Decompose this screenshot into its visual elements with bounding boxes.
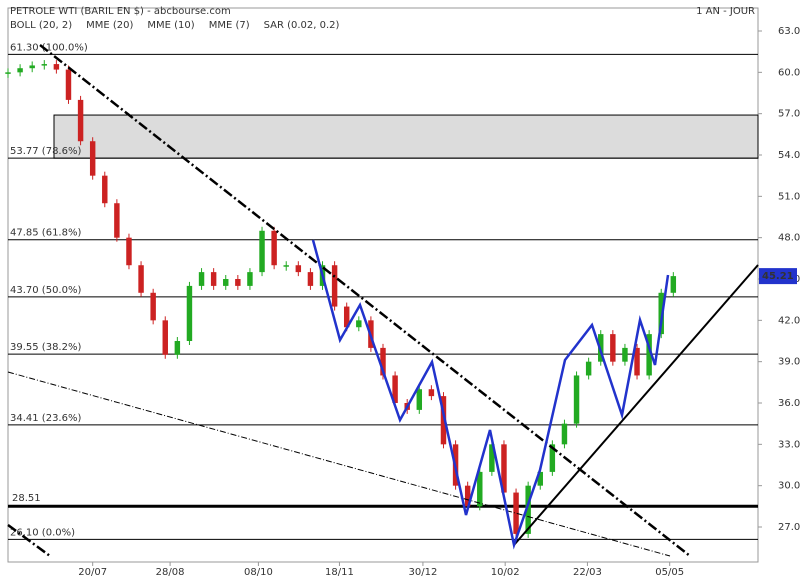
candle (235, 279, 241, 286)
candle (29, 65, 35, 69)
plot-frame (7, 7, 759, 563)
candle (271, 230, 277, 266)
y-tick-label: 39.00 (778, 357, 800, 368)
candle (573, 375, 580, 424)
candle (150, 292, 156, 321)
y-tick-label: 57.00 (778, 109, 800, 120)
fib-label: 34.41 (23.6%) (10, 413, 81, 424)
candle (440, 396, 447, 445)
support-label: 28.51 (12, 493, 41, 504)
candle (17, 68, 23, 73)
candle (41, 64, 48, 66)
y-tick-label: 54.00 (778, 150, 800, 161)
candle (670, 276, 677, 293)
trend-line (513, 264, 759, 546)
y-tick-label: 36.00 (778, 398, 800, 409)
candle (634, 347, 640, 376)
candle (392, 375, 398, 404)
fib-label: 47.85 (61.8%) (10, 228, 81, 239)
chart-title: PETROLE WTI (BARIL EN $) - abcbourse.com (10, 6, 231, 17)
candle (622, 347, 628, 362)
candle (174, 341, 181, 355)
candle (537, 471, 543, 486)
last-price-box (759, 268, 797, 285)
x-tick-label: 18/11 (325, 567, 354, 578)
candle (464, 485, 471, 507)
y-tick-label: 48.00 (778, 233, 800, 244)
fib-label: 43.70 (50.0%) (10, 285, 81, 296)
trend-line (7, 371, 671, 557)
legend-entry: BOLL (20, 2) (10, 20, 72, 31)
candle (610, 334, 616, 362)
candle (162, 320, 168, 355)
candle (5, 72, 11, 74)
period: 1 AN - JOUR (696, 6, 755, 17)
x-tick-label: 05/05 (655, 567, 684, 578)
candle (283, 265, 289, 267)
x-tick-label: 08/10 (244, 567, 273, 578)
candle (513, 492, 519, 534)
candle (343, 306, 350, 328)
candle (585, 361, 592, 376)
candle (380, 347, 386, 376)
legend-entry: SAR (0.02, 0.2) (264, 20, 340, 31)
candle (259, 230, 265, 273)
candle (307, 272, 314, 286)
candle (549, 444, 556, 472)
y-tick-label: 51.00 (778, 191, 800, 202)
candle (223, 279, 229, 286)
candle (356, 320, 362, 328)
y-tick-label: 30.00 (778, 481, 800, 492)
candle (89, 141, 96, 176)
candle (65, 69, 72, 100)
candle (295, 265, 302, 273)
candle (126, 237, 132, 266)
candle (138, 265, 144, 293)
fib-label: 39.55 (38.2%) (10, 342, 81, 353)
trend-line (39, 44, 691, 557)
candle (428, 389, 435, 397)
y-tick-label: 63.00 (778, 26, 800, 37)
fib-label: 53.77 (78.6%) (10, 146, 81, 157)
y-tick-label: 42.00 (778, 315, 800, 326)
zigzag (311, 239, 670, 550)
legend-entry: MME (20) (86, 20, 133, 31)
candle (561, 423, 568, 445)
candle (489, 444, 495, 472)
x-tick-label: 10/02 (491, 567, 520, 578)
candle (102, 175, 108, 204)
x-tick-label: 30/12 (409, 567, 438, 578)
x-tick-label: 28/08 (156, 567, 185, 578)
trend-line (7, 523, 51, 558)
y-tick-label: 60.00 (778, 67, 800, 78)
candle (501, 444, 507, 493)
candle (198, 272, 205, 286)
last-price-label: 45.21 (762, 271, 794, 282)
legend-entry: MME (10) (147, 20, 194, 31)
candle (416, 389, 423, 410)
candle (186, 285, 193, 342)
candle (247, 272, 253, 286)
candle (77, 99, 84, 142)
candle (210, 272, 217, 286)
y-tick-label: 27.00 (778, 522, 800, 533)
candle (53, 64, 60, 70)
fib-label: 61.30 (100.0%) (10, 42, 88, 53)
candle (646, 334, 652, 376)
candle (525, 485, 531, 534)
candle (114, 203, 120, 238)
resistance-zone (53, 114, 759, 159)
y-tick-label: 33.00 (778, 439, 800, 450)
fib-label: 26.10 (0.0%) (10, 527, 75, 538)
x-tick-label: 20/07 (78, 567, 107, 578)
legend-entry: MME (7) (209, 20, 250, 31)
candle (477, 471, 483, 507)
x-tick-label: 22/03 (573, 567, 602, 578)
candle (331, 265, 338, 307)
